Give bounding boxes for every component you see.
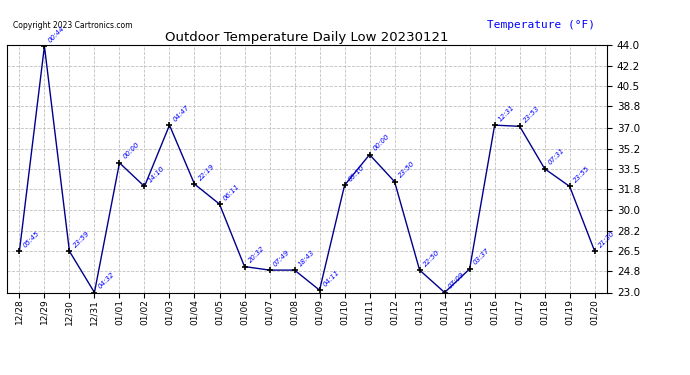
Text: Temperature (°F): Temperature (°F) bbox=[487, 20, 595, 30]
Text: 12:31: 12:31 bbox=[497, 104, 516, 122]
Text: 05:45: 05:45 bbox=[22, 230, 41, 249]
Text: 06:11: 06:11 bbox=[222, 183, 241, 201]
Text: 22:19: 22:19 bbox=[197, 163, 216, 181]
Text: 04:47: 04:47 bbox=[172, 104, 191, 122]
Text: 22:50: 22:50 bbox=[422, 249, 441, 267]
Text: 04:32: 04:32 bbox=[97, 271, 116, 290]
Text: 07:09: 07:09 bbox=[447, 271, 466, 290]
Text: 00:00: 00:00 bbox=[122, 141, 141, 160]
Text: 21:30: 21:30 bbox=[598, 230, 616, 249]
Text: 23:50: 23:50 bbox=[397, 160, 416, 179]
Text: 23:53: 23:53 bbox=[522, 105, 541, 123]
Text: 20:32: 20:32 bbox=[247, 245, 266, 264]
Text: 04:11: 04:11 bbox=[322, 269, 341, 287]
Text: 07:49: 07:49 bbox=[273, 249, 291, 267]
Text: Copyright 2023 Cartronics.com: Copyright 2023 Cartronics.com bbox=[13, 21, 132, 30]
Text: 00:00: 00:00 bbox=[373, 133, 391, 152]
Text: 23:59: 23:59 bbox=[72, 230, 91, 249]
Text: 18:43: 18:43 bbox=[297, 249, 316, 267]
Text: 23:55: 23:55 bbox=[573, 165, 591, 184]
Text: 03:37: 03:37 bbox=[473, 248, 491, 266]
Text: 00:44: 00:44 bbox=[47, 25, 66, 44]
Title: Outdoor Temperature Daily Low 20230121: Outdoor Temperature Daily Low 20230121 bbox=[166, 31, 448, 44]
Text: 07:31: 07:31 bbox=[547, 147, 566, 166]
Text: 05:10: 05:10 bbox=[347, 164, 366, 183]
Text: 14:10: 14:10 bbox=[147, 165, 166, 184]
